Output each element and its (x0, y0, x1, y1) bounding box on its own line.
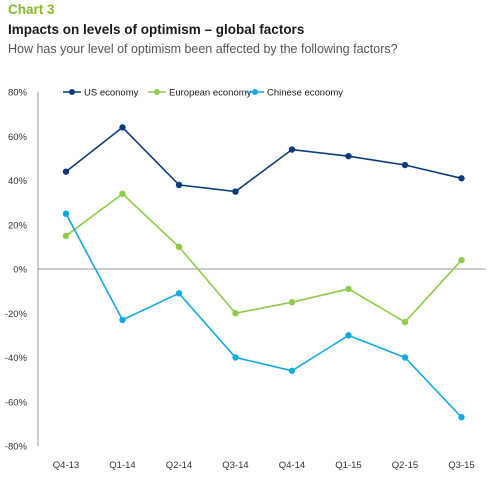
data-point (288, 298, 296, 306)
series-line (65, 213, 463, 418)
data-point (401, 318, 409, 326)
data-point (458, 175, 465, 182)
chart-number: Chart 3 (8, 2, 55, 17)
y-tick-label: 60% (8, 132, 28, 143)
data-point (401, 354, 409, 361)
chart-title: Impacts on levels of optimism – global f… (8, 22, 305, 37)
y-tick-label: 80% (8, 88, 28, 99)
data-point (119, 124, 126, 131)
data-point (232, 310, 239, 317)
data-point (62, 210, 70, 217)
chart-subtitle: How has your level of optimism been affe… (8, 42, 398, 56)
y-tick-label: -20% (5, 309, 28, 320)
y-tick-label: 20% (8, 220, 28, 231)
x-tick-label: Q3-15 (448, 460, 474, 471)
series-line (65, 192, 463, 324)
data-point (288, 146, 296, 153)
x-tick-label: Q2-15 (392, 460, 418, 471)
x-tick-label: Q4-13 (53, 460, 79, 471)
y-tick-label: -40% (5, 353, 28, 364)
y-tick-label: 40% (8, 176, 28, 187)
legend-swatch-marker (69, 89, 75, 95)
data-point (232, 188, 239, 195)
data-point (62, 232, 70, 240)
y-tick-label: 0% (13, 265, 27, 276)
data-point (175, 181, 183, 189)
y-tick-label: -80% (5, 442, 28, 453)
data-point (119, 190, 126, 197)
data-point (458, 256, 465, 264)
data-point (232, 354, 239, 361)
data-point (345, 152, 352, 160)
data-point (62, 168, 70, 175)
data-point (458, 414, 465, 421)
series-line (65, 126, 462, 193)
y-tick-label: -60% (5, 397, 28, 408)
data-point (345, 285, 352, 293)
x-tick-label: Q1-15 (335, 460, 361, 471)
legend-swatch-marker (154, 89, 160, 95)
data-point (288, 367, 296, 374)
legend-label: European economy (169, 88, 252, 99)
x-tick-label: Q2-14 (166, 460, 192, 471)
data-point (175, 290, 183, 297)
x-tick-label: Q1-14 (109, 460, 135, 471)
data-point (175, 243, 183, 251)
legend-swatch-marker (252, 89, 258, 95)
data-point (401, 161, 409, 169)
x-tick-label: Q3-14 (222, 460, 248, 471)
data-point (119, 316, 126, 324)
data-point (345, 332, 352, 339)
legend-label: US economy (84, 88, 139, 99)
legend-label: Chinese economy (267, 88, 343, 99)
x-tick-label: Q4-14 (279, 460, 305, 471)
